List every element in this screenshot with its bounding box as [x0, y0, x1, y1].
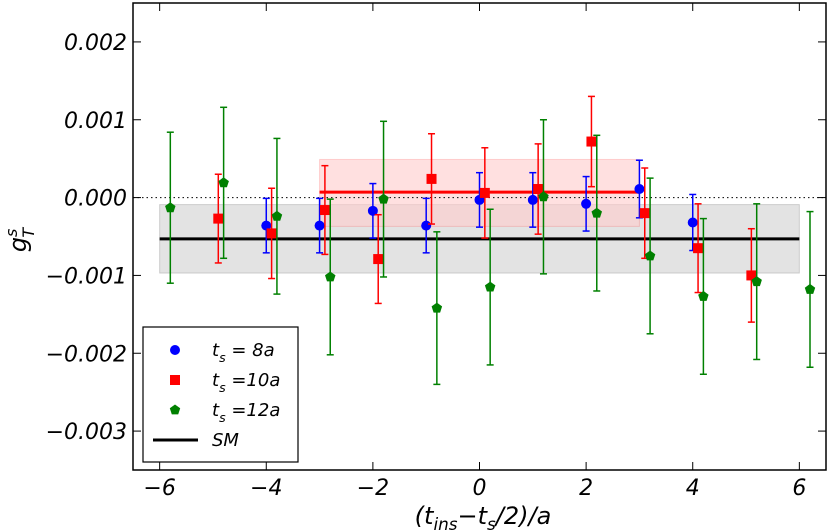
axis-ticks — [133, 3, 826, 470]
data-point — [165, 131, 176, 284]
data-marker — [698, 290, 709, 301]
data-point — [378, 120, 389, 278]
data-point — [319, 164, 330, 256]
data-marker — [538, 191, 549, 202]
data-marker — [639, 208, 650, 219]
data-point — [484, 208, 496, 366]
data-point — [527, 171, 538, 228]
x-tick-label: 2 — [579, 476, 593, 501]
series — [165, 106, 816, 386]
data-point — [431, 231, 443, 386]
data-marker — [213, 213, 224, 224]
y-axis-title: gsT​ — [2, 227, 38, 253]
data-point — [693, 203, 704, 294]
x-tick-label: 6 — [792, 476, 806, 501]
data-point — [533, 143, 544, 235]
data-marker — [426, 173, 437, 184]
data-marker — [751, 276, 762, 287]
legend-marker — [170, 375, 180, 385]
data-marker — [586, 136, 597, 147]
data-marker — [314, 220, 325, 231]
data-marker — [693, 243, 704, 254]
x-tick-label: −6 — [143, 476, 175, 501]
data-marker — [591, 207, 602, 218]
data-point — [751, 203, 762, 361]
legend-item: ts​ =10a — [170, 370, 280, 395]
data-point — [586, 95, 597, 188]
y-tick-labels: 0.002 0.001 0.000 −0.001 −0.002 −0.003 — [46, 31, 127, 445]
data-point — [314, 197, 325, 254]
legend-label: ts​ =10a — [212, 370, 280, 395]
y-tick-label: 0.002 — [64, 31, 127, 56]
x-tick-labels: −6 −4 −2 0 2 4 6 — [143, 476, 806, 501]
legend-label: SM — [212, 430, 239, 451]
data-point — [271, 137, 283, 295]
legend-marker — [169, 404, 181, 415]
data-point — [644, 177, 656, 335]
data-point — [804, 210, 816, 369]
data-point — [266, 187, 277, 280]
data-point — [218, 106, 229, 260]
data-marker — [687, 217, 698, 228]
data-point — [538, 119, 549, 275]
data-point — [687, 193, 698, 252]
y-tick-label: 0.000 — [64, 187, 127, 212]
y-tick-label: −0.002 — [46, 342, 127, 367]
series — [261, 159, 698, 254]
data-marker — [218, 177, 229, 188]
data-marker — [581, 198, 592, 209]
data-marker — [479, 187, 490, 198]
data-point — [325, 198, 336, 356]
y-tick-label: 0.001 — [64, 109, 127, 134]
data-marker — [271, 210, 283, 221]
series — [213, 95, 757, 323]
legend-item: ts​ = 8a — [170, 340, 275, 365]
x-tick-label: −2 — [357, 476, 389, 501]
x-tick-label: 4 — [686, 476, 700, 501]
data-marker — [644, 250, 656, 261]
data-point — [213, 173, 224, 264]
x-axis-title: (tins​−ts​/2)/a — [415, 502, 552, 531]
data-marker — [266, 228, 277, 239]
legend-marker — [170, 345, 180, 355]
x-tick-label: 0 — [473, 476, 487, 501]
data-marker — [378, 193, 389, 204]
data-point — [373, 213, 384, 305]
y-tick-label: −0.001 — [46, 264, 127, 289]
data-point — [421, 197, 432, 254]
data-marker — [634, 184, 645, 195]
data-marker — [367, 205, 378, 216]
data-point — [591, 134, 602, 292]
data-marker — [431, 302, 443, 313]
legend-label: ts​ = 8a — [212, 340, 275, 365]
data-marker — [804, 283, 816, 294]
y-tick-label: −0.003 — [46, 420, 127, 445]
data-marker — [533, 184, 544, 195]
legend-label: ts​ =12a — [212, 400, 280, 425]
data-point — [479, 147, 490, 239]
data-marker — [484, 281, 496, 292]
data-point — [261, 197, 272, 254]
legend: ts​ = 8a ts​ =10a ts​ =12a SM — [142, 326, 299, 463]
data-marker — [325, 271, 336, 282]
data-point — [426, 133, 437, 225]
legend-item: SM — [153, 430, 239, 451]
data-point — [581, 175, 592, 232]
legend-item: ts​ =12a — [169, 400, 280, 425]
data-marker — [319, 205, 330, 216]
data-marker — [527, 194, 538, 205]
data-point — [367, 182, 378, 239]
x-tick-label: −4 — [250, 476, 282, 501]
data-marker — [373, 254, 384, 265]
data-markers — [165, 95, 816, 386]
data-marker — [421, 220, 432, 231]
data-marker — [261, 220, 272, 231]
data-marker — [746, 270, 757, 281]
data-point — [698, 217, 709, 376]
data-marker — [165, 202, 176, 213]
data-point — [746, 227, 757, 323]
